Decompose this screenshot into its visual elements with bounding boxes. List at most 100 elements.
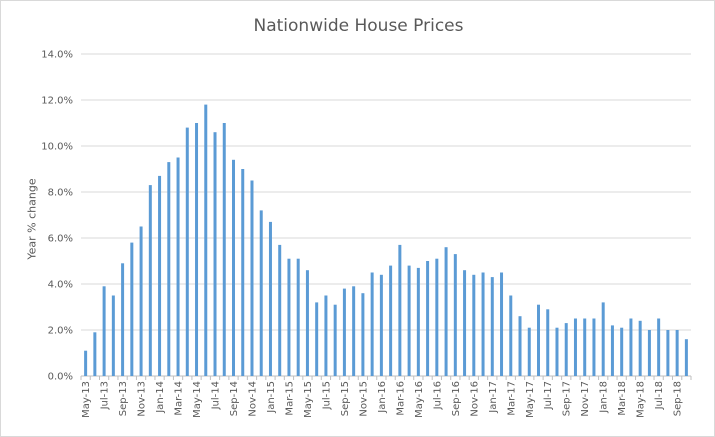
bar	[472, 274, 476, 376]
bar	[684, 339, 688, 376]
x-tick-label: Mar-14	[174, 381, 185, 416]
x-tick-label: Mar-16	[395, 381, 406, 416]
bar	[416, 267, 420, 376]
x-tick-label: Jul-18	[654, 381, 665, 410]
y-tick-label: 10.0%	[41, 142, 73, 153]
bar	[139, 226, 143, 376]
y-tick-label: 6.0%	[48, 234, 73, 245]
x-tick-label: Sep-13	[118, 381, 129, 416]
x-tick-label: May-13	[81, 381, 92, 418]
x-tick-label: Mar-17	[506, 381, 517, 416]
bar	[250, 180, 254, 376]
x-tick-label: Jul-17	[543, 381, 554, 410]
bar	[204, 104, 208, 376]
y-tick-label: 14.0%	[41, 50, 73, 61]
bar	[527, 327, 531, 376]
bar	[342, 288, 346, 376]
bar	[352, 286, 356, 376]
bar	[500, 272, 504, 376]
bar	[444, 247, 448, 376]
x-tick-label: Sep-18	[673, 381, 684, 416]
x-tick-label: May-16	[414, 381, 425, 418]
bar	[666, 330, 670, 376]
x-tick-label: Jul-15	[321, 381, 332, 410]
x-tick-label: Sep-15	[340, 381, 351, 416]
bar	[121, 263, 125, 376]
bar	[657, 318, 661, 376]
bar	[185, 127, 189, 376]
bar	[287, 258, 291, 376]
bar	[610, 325, 614, 376]
chart-title: Nationwide House Prices	[253, 16, 464, 36]
bar	[407, 265, 411, 376]
x-tick-label: Jul-14	[211, 381, 222, 410]
bar	[296, 258, 300, 376]
bar	[167, 162, 171, 376]
bar	[370, 272, 374, 376]
bar	[305, 270, 309, 376]
bar	[398, 244, 402, 376]
x-tick-label: Jan-15	[266, 381, 277, 414]
x-tick-label: May-18	[636, 381, 647, 418]
bar	[546, 309, 550, 376]
bar	[222, 123, 226, 376]
y-tick-label: 8.0%	[48, 188, 73, 199]
bar	[638, 320, 642, 376]
bar	[278, 244, 282, 376]
x-tick-label: Jan-16	[377, 381, 388, 414]
x-tick-label: May-14	[192, 381, 203, 418]
bar	[592, 318, 596, 376]
bar	[93, 332, 97, 376]
bar	[268, 221, 272, 376]
bar	[84, 350, 88, 376]
x-tick-label: Jan-14	[155, 381, 166, 414]
bar	[361, 293, 365, 376]
x-tick-label: Sep-14	[229, 381, 240, 416]
x-tick-label: Nov-17	[580, 381, 591, 417]
bar	[102, 286, 106, 376]
bar	[518, 316, 522, 376]
y-tick-label: 2.0%	[48, 326, 73, 337]
x-tick-label: Nov-15	[358, 381, 369, 417]
bar	[490, 277, 494, 376]
bar	[259, 210, 263, 376]
x-tick-label: Sep-16	[451, 381, 462, 416]
bar	[629, 318, 633, 376]
bar	[315, 302, 319, 376]
bar	[195, 123, 199, 376]
bar	[111, 295, 115, 376]
x-tick-label: May-15	[303, 381, 314, 418]
bar	[675, 330, 679, 376]
y-tick-label: 12.0%	[41, 96, 73, 107]
bar	[232, 159, 235, 376]
bar	[647, 330, 651, 376]
bar	[379, 274, 383, 376]
x-tick-label: May-17	[525, 381, 536, 418]
bar	[481, 272, 485, 376]
bar	[463, 270, 467, 376]
x-tick-label: Jul-16	[432, 381, 443, 410]
bar	[176, 157, 180, 376]
bar	[583, 318, 587, 376]
bar	[241, 169, 245, 376]
bar	[426, 261, 430, 376]
bar	[453, 254, 457, 376]
x-tick-label: Jan-17	[488, 381, 499, 414]
bar	[620, 327, 624, 376]
bar	[213, 132, 217, 376]
x-tick-label: Jul-13	[100, 381, 111, 410]
bar	[130, 242, 134, 376]
bar	[573, 318, 577, 376]
bar	[537, 304, 540, 376]
x-tick-label: Jan-18	[599, 381, 610, 414]
bar	[158, 175, 162, 376]
bar	[601, 302, 605, 376]
bar	[324, 295, 328, 376]
x-tick-label: Sep-17	[562, 381, 573, 416]
x-tick-label: Mar-18	[617, 381, 628, 416]
bar	[333, 304, 337, 376]
bar	[148, 185, 152, 376]
y-tick-label: 0.0%	[48, 372, 73, 383]
